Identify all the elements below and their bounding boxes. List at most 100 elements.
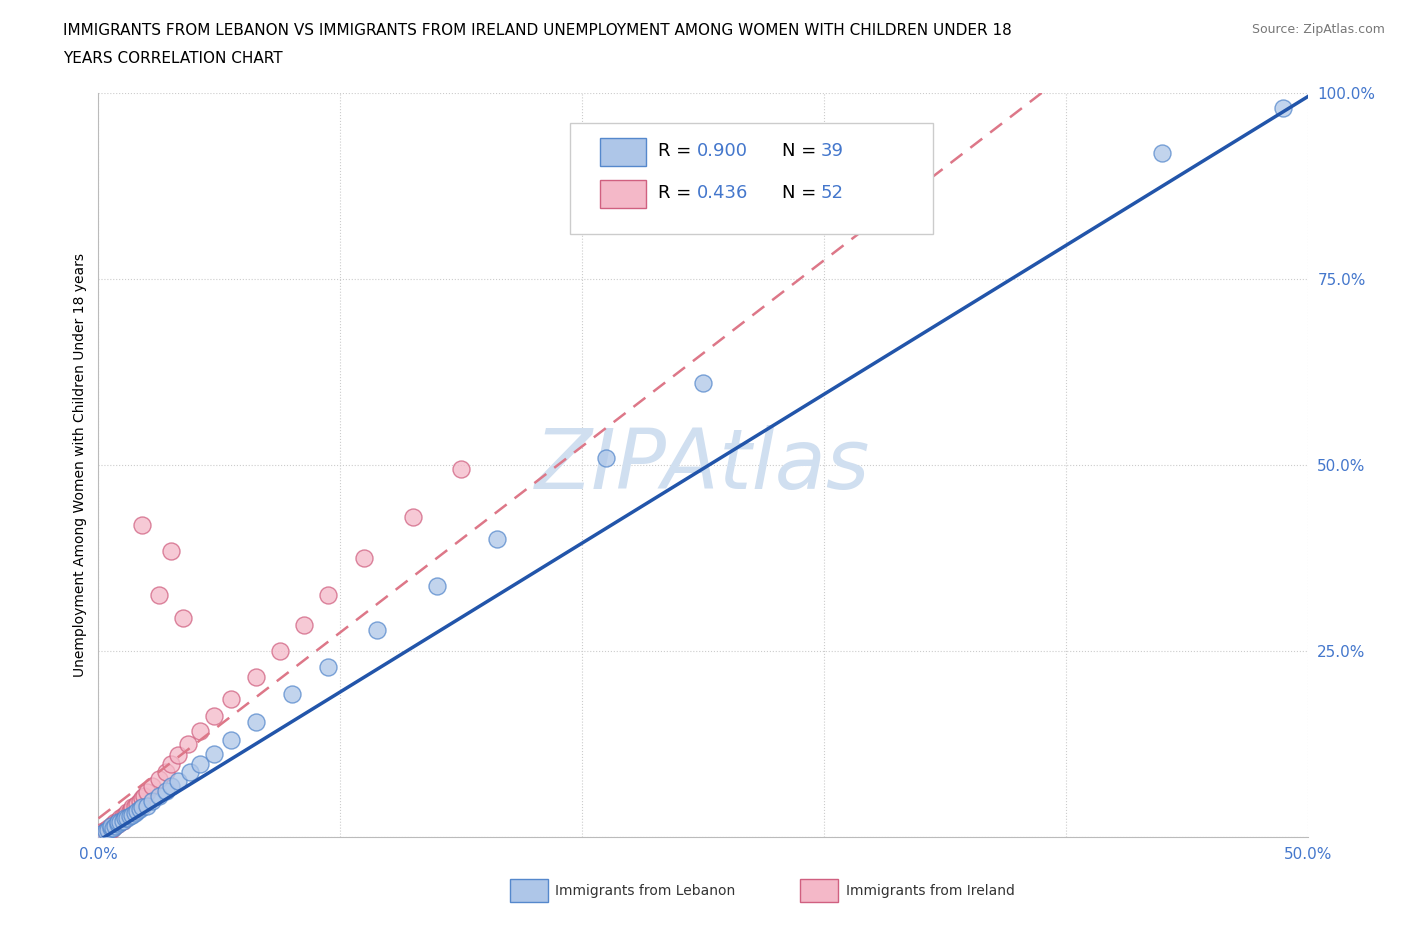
Text: 52: 52 (820, 184, 844, 203)
Point (101, 820, 124, 835)
Point (104, 818, 127, 833)
Point (121, 800, 143, 815)
Point (124, 798, 146, 813)
Point (204, 746, 226, 761)
Point (188, 724, 211, 738)
Text: N =: N = (782, 142, 821, 160)
Text: R =: R = (658, 142, 697, 160)
Point (188, 757, 211, 772)
Point (316, 660, 339, 675)
Point (108, 815, 131, 830)
Point (402, 510, 425, 525)
Point (117, 809, 139, 824)
Point (100, 820, 122, 835)
Point (104, 818, 127, 833)
Point (160, 757, 183, 772)
Point (101, 817, 124, 831)
Point (100, 822, 122, 837)
Point (316, 588, 339, 603)
Point (121, 807, 143, 822)
Text: ZIPAtlas: ZIPAtlas (536, 424, 870, 506)
Point (108, 815, 131, 830)
Point (148, 772, 170, 787)
Text: IMMIGRANTS FROM LEBANON VS IMMIGRANTS FROM IRELAND UNEMPLOYMENT AMONG WOMEN WITH: IMMIGRANTS FROM LEBANON VS IMMIGRANTS FR… (63, 23, 1012, 38)
FancyBboxPatch shape (600, 180, 647, 208)
Point (91, 826, 114, 841)
Text: N =: N = (782, 184, 821, 203)
Point (97, 822, 120, 837)
Point (131, 517, 153, 532)
Point (94, 824, 117, 839)
Point (1152, 145, 1174, 160)
Point (281, 686, 304, 701)
Point (114, 811, 136, 826)
Point (179, 764, 201, 779)
Point (91, 826, 114, 841)
FancyBboxPatch shape (509, 879, 548, 902)
Point (121, 802, 143, 817)
Point (91, 824, 114, 839)
Point (692, 376, 714, 391)
Point (117, 805, 139, 820)
Point (101, 820, 124, 835)
Point (148, 588, 170, 603)
Point (160, 779, 183, 794)
Point (97, 820, 120, 835)
Point (426, 578, 449, 593)
Point (107, 817, 129, 831)
FancyBboxPatch shape (800, 879, 838, 902)
Point (167, 748, 190, 763)
Text: YEARS CORRELATION CHART: YEARS CORRELATION CHART (63, 51, 283, 66)
Point (117, 811, 139, 826)
Point (155, 783, 177, 798)
Point (1272, 100, 1295, 115)
Point (111, 813, 134, 828)
Point (128, 802, 150, 817)
Point (127, 796, 149, 811)
Point (100, 818, 122, 833)
Point (100, 818, 122, 833)
Point (148, 789, 170, 804)
Point (127, 804, 149, 818)
Text: 39: 39 (820, 142, 844, 160)
Text: Immigrants from Lebanon: Immigrants from Lebanon (555, 884, 735, 897)
Point (107, 813, 129, 828)
Point (114, 811, 136, 826)
Point (595, 450, 617, 465)
Point (131, 790, 153, 805)
Point (107, 817, 129, 831)
Point (221, 692, 243, 707)
Point (97, 824, 120, 839)
Point (245, 714, 267, 729)
Point (124, 805, 146, 820)
Point (135, 785, 157, 800)
FancyBboxPatch shape (569, 123, 932, 234)
Text: 0.436: 0.436 (697, 184, 748, 203)
Point (204, 709, 226, 724)
Text: Immigrants from Ireland: Immigrants from Ireland (845, 884, 1015, 897)
Point (141, 794, 163, 809)
Point (104, 815, 127, 830)
Point (353, 551, 375, 565)
Point (128, 794, 150, 809)
Point (155, 764, 177, 779)
Text: 0.900: 0.900 (697, 142, 748, 160)
Point (172, 610, 194, 625)
Point (107, 815, 129, 830)
Point (245, 670, 267, 684)
Point (269, 644, 291, 658)
Point (134, 789, 156, 804)
Point (366, 623, 388, 638)
Point (160, 543, 183, 558)
Point (118, 809, 141, 824)
Point (450, 461, 472, 476)
Point (135, 798, 157, 813)
Point (90, 828, 112, 843)
Point (292, 618, 315, 632)
FancyBboxPatch shape (600, 138, 647, 166)
Point (94, 822, 117, 837)
Point (177, 737, 200, 751)
Point (111, 809, 134, 824)
Point (141, 779, 163, 794)
Text: Source: ZipAtlas.com: Source: ZipAtlas.com (1251, 23, 1385, 36)
